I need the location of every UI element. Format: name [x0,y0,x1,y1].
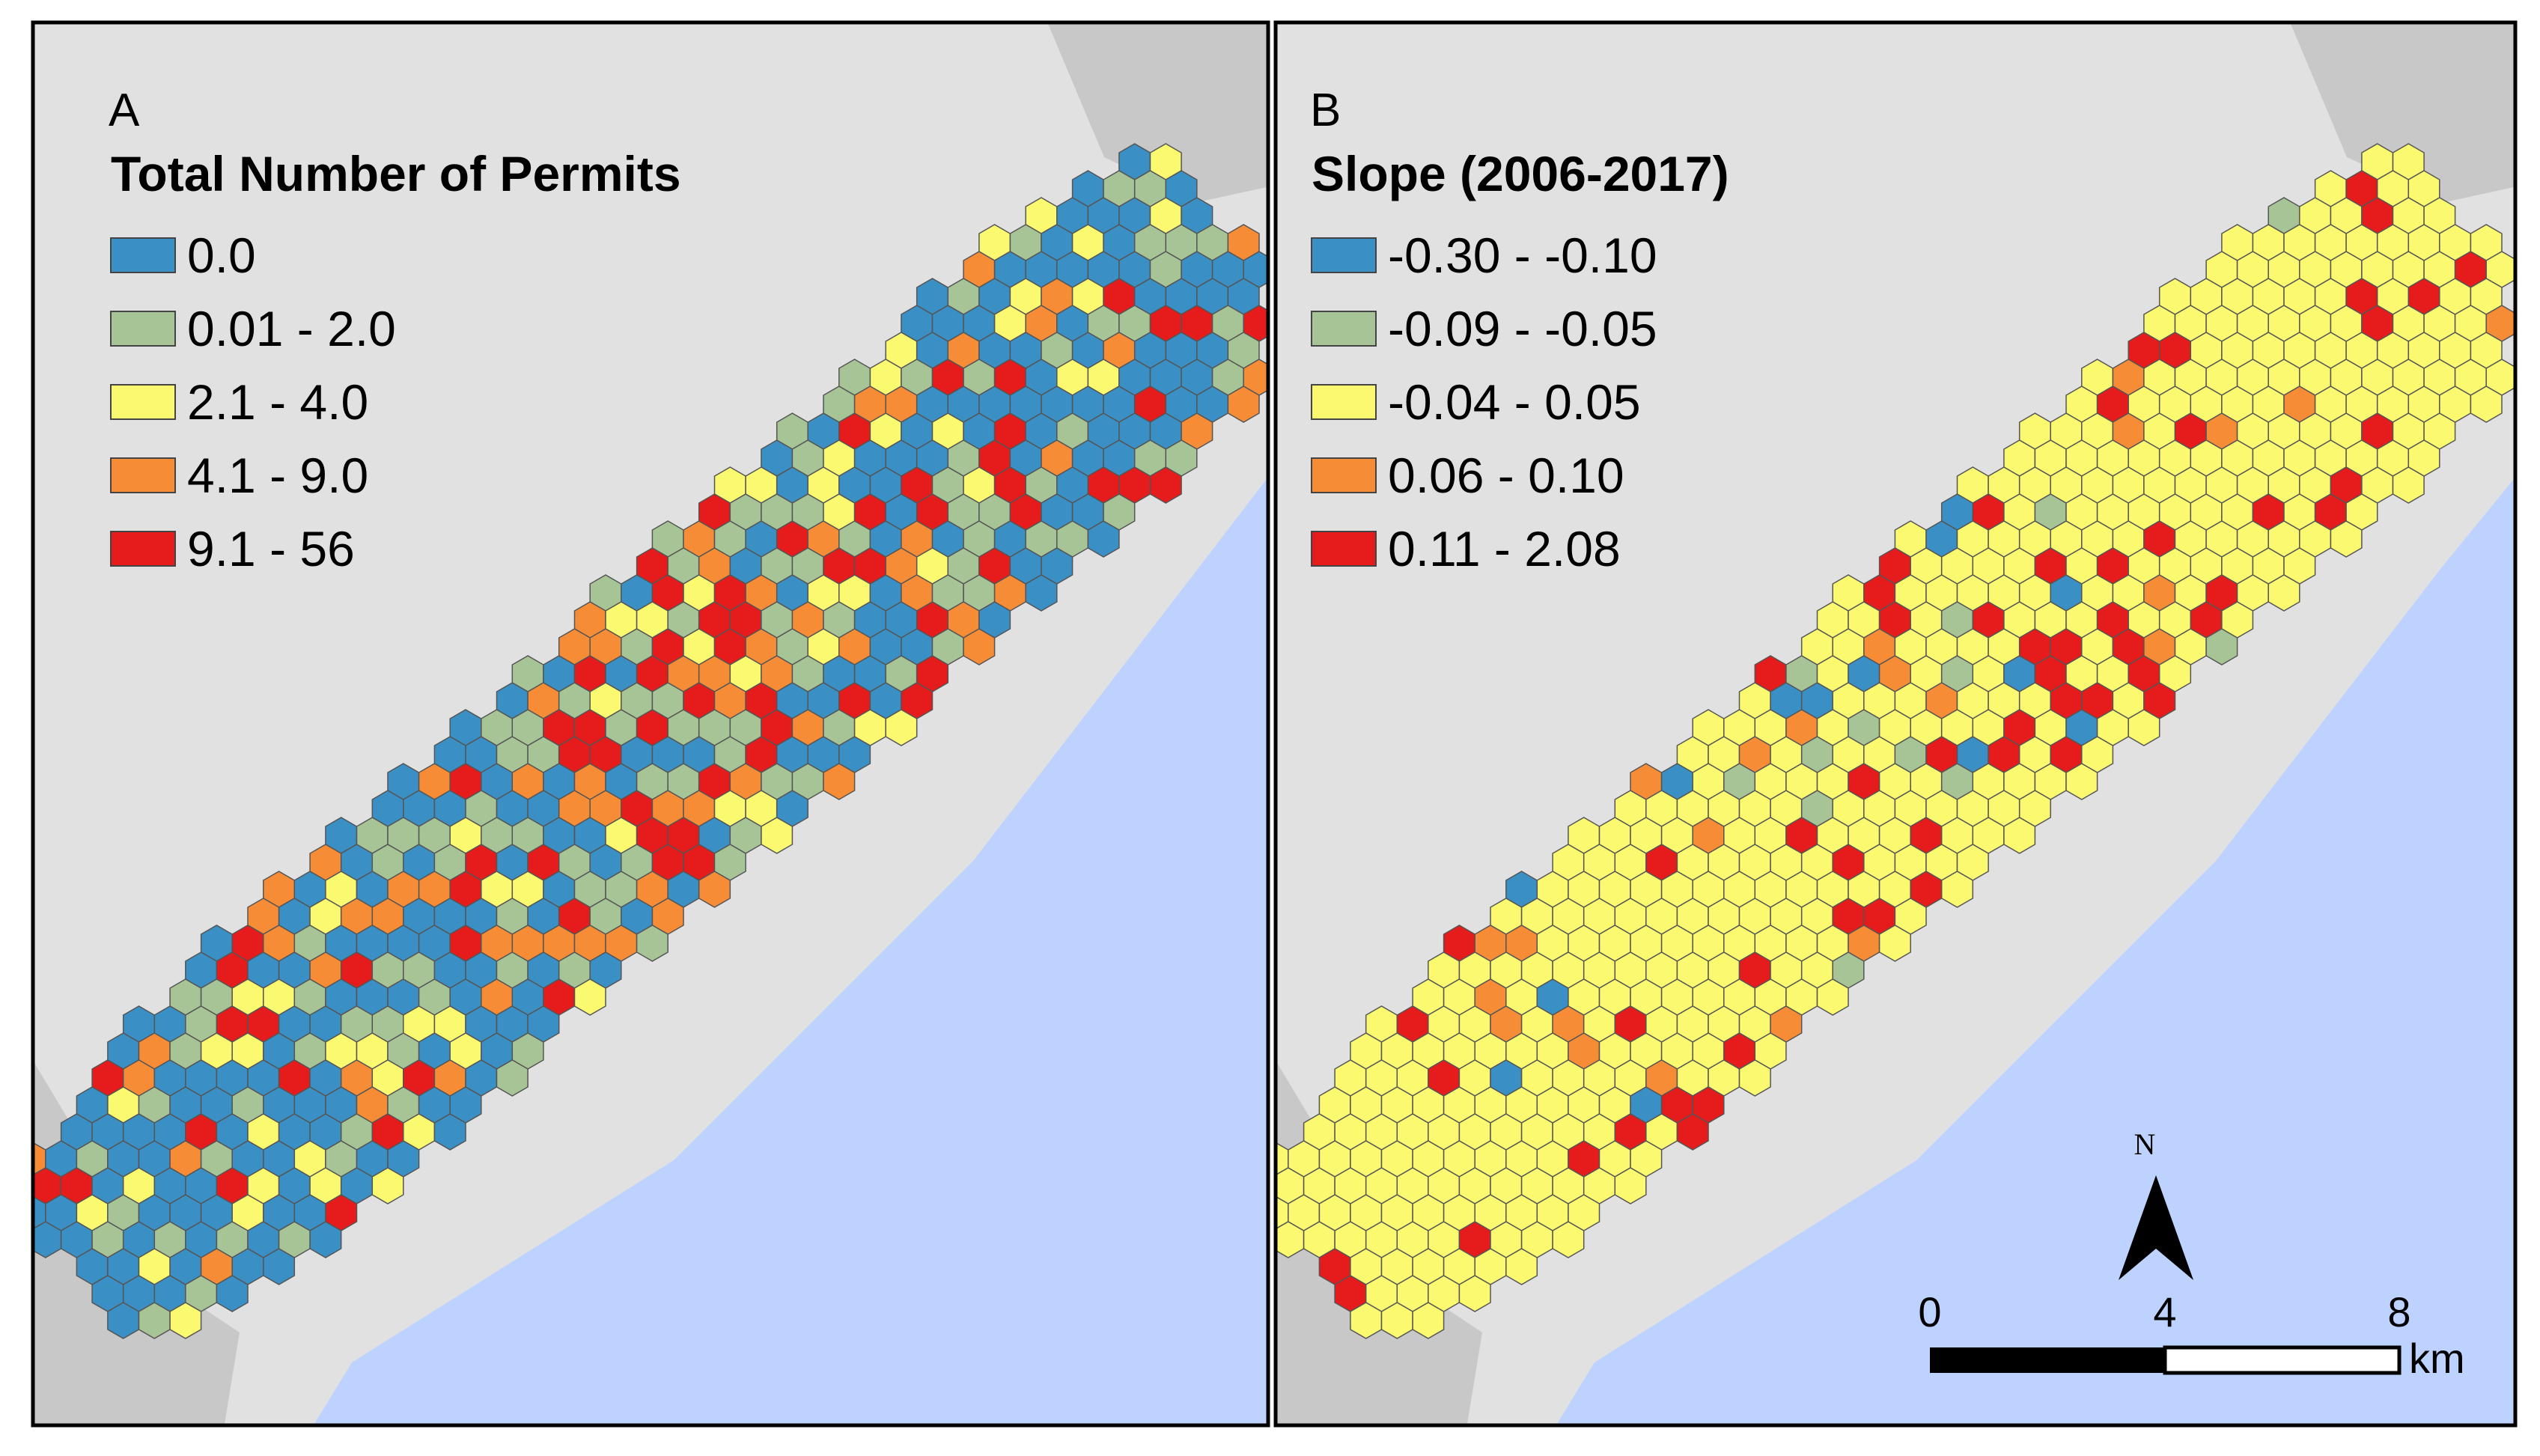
legend-a-title: Total Number of Permits [111,146,681,201]
legend-b-label-0: -0.30 - -0.10 [1388,228,1657,283]
hex-cell [1025,574,1058,612]
ocean [314,479,1267,1424]
legend-b-title: Slope (2006-2017) [1312,146,1729,201]
hex-cell [1149,466,1182,504]
dark-land-northeast [1048,24,1267,202]
hex-cell [636,925,668,962]
hex-cell [1412,1302,1445,1339]
legend-a-label-2: 2.1 - 4.0 [187,374,368,430]
legend-b-swatch-3 [1311,457,1377,493]
legend-a-swatch-2 [110,384,176,420]
north-arrow-icon [2119,1175,2193,1280]
scale-tick-0: 0 [1918,1288,1941,1335]
hex-cell [1940,871,1974,908]
hex-cell [2268,574,2300,612]
hex-cell [698,871,731,908]
hex-cell [2470,386,2503,423]
legend-a-label-4: 9.1 - 56 [187,521,355,576]
legend-a-swatch-4 [110,531,176,567]
legend-b-swatch-2 [1311,384,1377,420]
hex-cell [216,1275,249,1312]
scale-tick-4: 4 [2153,1288,2176,1335]
panel-a-label: A [109,85,140,136]
legend-b-swatch-1 [1311,311,1377,347]
hex-cell [1227,386,1260,423]
hex-cell [1505,1248,1538,1285]
panel-a-border [31,20,1270,1428]
scale-unit: km [2409,1335,2465,1382]
hex-cell [761,817,794,854]
hex-cell [2065,763,2098,800]
hex-cell [1738,1059,1771,1097]
hex-cell [309,1221,342,1258]
hex-cell [1087,520,1120,558]
ocean [1557,479,2514,1424]
panel-b-border [1273,20,2518,1428]
legend-a-label-3: 4.1 - 9.0 [187,448,368,503]
legend-b-label-4: 0.11 - 2.08 [1388,521,1621,576]
panel-b-label: B [1310,85,1341,136]
scale-tick-8: 8 [2387,1288,2410,1335]
map-panel-b: B Slope (2006-2017) -0.30 - -0.10 -0.09 … [1273,20,2518,1428]
hexbin-grid-b [1277,143,2514,1339]
scale-bar: 0 4 8 km [1918,1288,2464,1382]
hex-cell [2128,709,2160,746]
legend-a: 0.0 0.01 - 2.0 2.1 - 4.0 4.1 - 9.0 9.1 -… [110,228,396,576]
map-panel-a: A Total Number of Permits 0.0 0.01 - 2.0… [31,20,1270,1428]
legend-a-swatch-1 [110,311,176,347]
legend-b-swatch-0 [1311,237,1377,273]
legend-a-swatch-0 [110,237,176,273]
hex-cell [263,1248,296,1285]
hexbin-grid-a [34,143,1267,1339]
hex-cell [1878,925,1911,962]
hex-cell [2003,817,2036,854]
hex-cell [1676,1113,1709,1151]
hex-cell [371,1167,404,1204]
north-arrow-label: N [2134,1127,2156,1161]
legend-b-label-1: -0.09 - -0.05 [1388,301,1657,356]
hex-cell [169,1302,202,1339]
hex-cell [823,763,856,800]
hex-cell [2205,628,2238,665]
hex-cell [885,709,918,746]
hex-cell [496,1059,529,1097]
legend-b-label-2: -0.04 - 0.05 [1388,374,1641,430]
scale-segment-white [2163,1345,2402,1375]
hex-cell [1458,1275,1491,1312]
hex-cell [1552,1221,1585,1258]
scale-segment-black [1930,1347,2165,1373]
legend-b-label-3: 0.06 - 0.10 [1388,448,1624,503]
hex-cell [2392,466,2425,504]
legend-b: -0.30 - -0.10 -0.09 - -0.05 -0.04 - 0.05… [1311,228,1657,576]
legend-a-label-1: 0.01 - 2.0 [187,301,396,356]
legend-a-label-0: 0.0 [187,228,256,283]
hex-cell [433,1113,466,1151]
hex-cell [963,628,996,665]
legend-b-swatch-4 [1311,531,1377,567]
dark-land-northeast [2291,24,2514,202]
hex-cell [573,978,606,1016]
hex-cell [1614,1167,1647,1204]
hex-cell [2330,520,2363,558]
hex-cell [1816,978,1849,1016]
legend-a-swatch-3 [110,457,176,493]
north-arrow: N [2119,1127,2193,1280]
